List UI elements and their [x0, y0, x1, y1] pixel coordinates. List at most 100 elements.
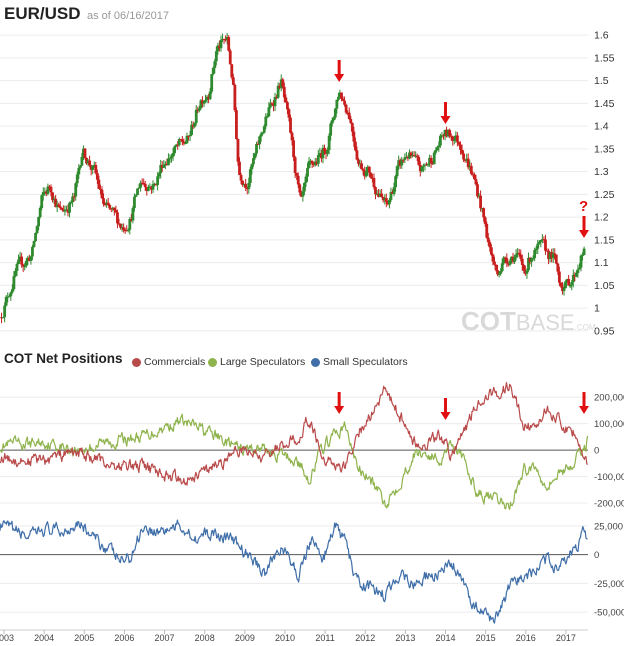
price-y-tick-label: 1.6 [594, 30, 609, 42]
price-candle [415, 155, 419, 158]
price-candle [525, 270, 529, 274]
price-candle [9, 292, 13, 297]
price-candle [228, 50, 232, 65]
price-candle [72, 196, 76, 198]
price-candle [343, 100, 346, 105]
price-candle [160, 165, 164, 168]
price-candle [174, 144, 178, 147]
price-candle [43, 191, 47, 193]
price-candle [248, 169, 252, 183]
price-candle [92, 165, 96, 167]
price-y-tick-label: 1.2 [594, 212, 609, 224]
price-candle [245, 188, 249, 190]
legend-small-speculators[interactable]: Small Speculators [311, 356, 408, 368]
price-candle [282, 86, 286, 98]
price-candle [316, 155, 320, 164]
price-candle [35, 226, 39, 233]
price-candle [86, 160, 90, 164]
price-candle [23, 265, 27, 267]
price-candle [324, 151, 328, 154]
legend-commercials[interactable]: Commercials [132, 356, 205, 368]
price-candle [349, 118, 353, 123]
price-candle [326, 150, 329, 154]
price-candle [17, 259, 20, 265]
price-candle [432, 152, 436, 165]
price-candle [168, 158, 172, 160]
price-candle [388, 199, 391, 205]
price-arrow-2011-head [334, 74, 345, 82]
price-candle [474, 179, 478, 185]
price-candle [140, 182, 144, 184]
legend-commercials-label: Commercials [144, 356, 206, 368]
price-candle [485, 223, 489, 238]
price-candle [335, 99, 339, 109]
price-candle [506, 263, 510, 265]
price-candle [24, 261, 28, 266]
price-candle [211, 67, 215, 75]
price-candle [562, 288, 566, 292]
price-candle [400, 159, 404, 166]
price-candle [221, 39, 224, 41]
price-candle [454, 135, 458, 140]
price-candle [105, 202, 109, 206]
price-candle [412, 155, 416, 157]
price-arrow-2017-head [578, 230, 589, 238]
price-candle [367, 166, 371, 173]
price-candle [442, 135, 445, 137]
price-candle [44, 191, 48, 194]
price-candle [531, 258, 535, 260]
price-candle [52, 198, 56, 201]
price-candle [315, 161, 319, 164]
price-candle [154, 183, 158, 185]
price-candle [146, 187, 150, 191]
legend-large-speculators-swatch [208, 357, 217, 367]
price-candle [46, 186, 50, 194]
price-candle [299, 192, 303, 197]
price-candle [576, 269, 580, 274]
price-candle [157, 173, 161, 177]
price-candle [496, 270, 499, 275]
price-candle [173, 146, 177, 154]
x-tick-label: 2016 [516, 633, 536, 643]
price-candle [133, 196, 136, 209]
price-candle [366, 166, 370, 172]
legend-large-speculators[interactable]: Large Speculators [208, 356, 305, 368]
price-candle [233, 84, 237, 111]
price-candle [374, 187, 377, 195]
price-candle [568, 285, 572, 287]
price-candle [383, 198, 387, 201]
price-candle [21, 264, 25, 267]
price-question-mark: ? [579, 198, 588, 215]
price-candle [60, 208, 64, 210]
price-candle [540, 239, 544, 241]
price-candle [554, 254, 558, 264]
x-tick-label: 2017 [556, 633, 576, 643]
price-y-tick-label: 1.35 [594, 143, 615, 155]
price-candle [347, 112, 351, 119]
price-candle [537, 241, 541, 244]
price-candle [75, 174, 79, 184]
price-candle [434, 150, 438, 153]
price-candle [318, 153, 322, 156]
price-candle [78, 165, 82, 168]
price-candle [7, 296, 11, 298]
price-candle [462, 153, 465, 160]
price-candle [548, 252, 552, 260]
price-candle [574, 273, 578, 277]
price-candle [463, 159, 467, 161]
price-candle [381, 196, 385, 201]
price-y-tick-label: 1 [594, 303, 600, 315]
price-candle [34, 232, 37, 242]
price-candle [15, 264, 19, 271]
price-candle [287, 109, 291, 118]
large-speculators-line [0, 413, 589, 510]
price-candle [363, 170, 367, 177]
x-tick-label: 2005 [74, 633, 94, 643]
price-candle [14, 270, 17, 277]
price-candle [455, 135, 459, 142]
price-candle [26, 257, 30, 262]
price-candle [358, 163, 362, 165]
watermark-logo: COTBASE.COM [461, 306, 596, 336]
price-candle [523, 270, 527, 274]
price-candle [219, 40, 223, 49]
